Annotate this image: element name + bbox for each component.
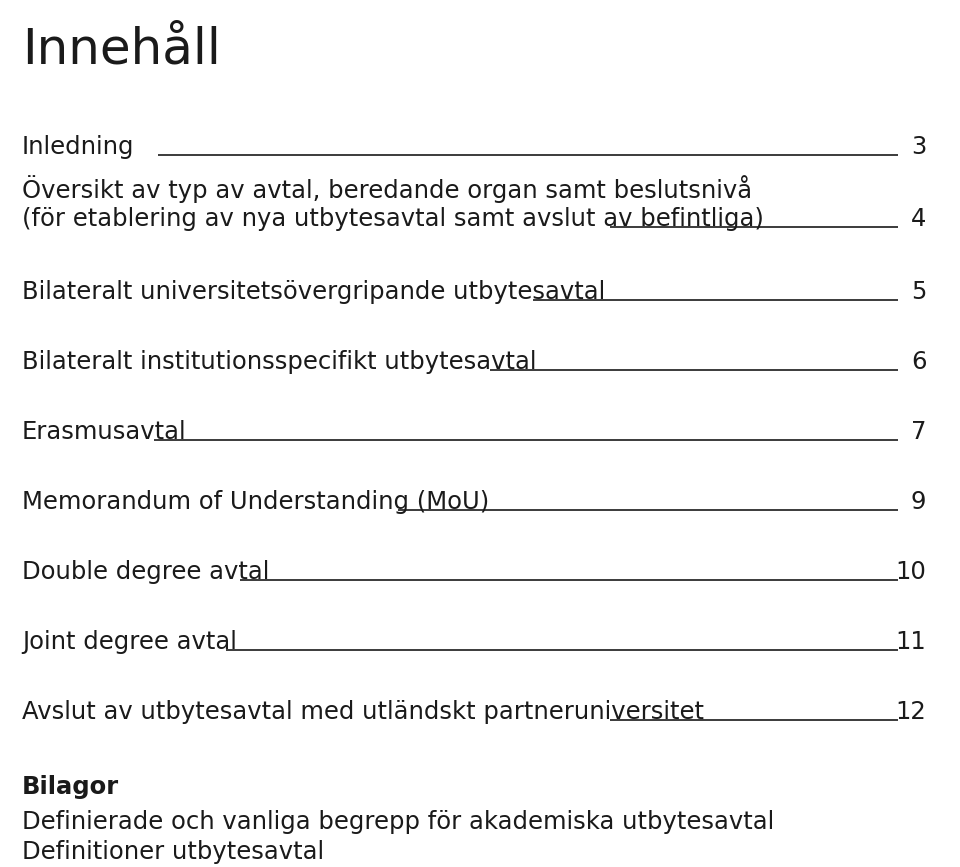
Text: Erasmusavtal: Erasmusavtal [22, 420, 186, 444]
Text: Avslut av utbytesavtal med utländskt partneruniversitet: Avslut av utbytesavtal med utländskt par… [22, 700, 704, 724]
Text: Bilateralt institutionsspecifikt utbytesavtal: Bilateralt institutionsspecifikt utbytes… [22, 350, 537, 374]
Text: 9: 9 [911, 490, 926, 514]
Text: Joint degree avtal: Joint degree avtal [22, 630, 237, 654]
Text: Definitioner utbytesavtal: Definitioner utbytesavtal [22, 840, 324, 864]
Text: Bilagor: Bilagor [22, 775, 119, 799]
Text: Memorandum of Understanding (MoU): Memorandum of Understanding (MoU) [22, 490, 490, 514]
Text: Double degree avtal: Double degree avtal [22, 560, 270, 584]
Text: 4: 4 [911, 207, 926, 231]
Text: 5: 5 [911, 280, 926, 304]
Text: Inledning: Inledning [22, 135, 134, 159]
Text: Bilateralt universitetsövergripande utbytesavtal: Bilateralt universitetsövergripande utby… [22, 280, 605, 304]
Text: 3: 3 [911, 135, 926, 159]
Text: 6: 6 [911, 350, 926, 374]
Text: 7: 7 [911, 420, 926, 444]
Text: Översikt av typ av avtal, beredande organ samt beslutsnivå: Översikt av typ av avtal, beredande orga… [22, 175, 752, 203]
Text: 11: 11 [896, 630, 926, 654]
Text: Definierade och vanliga begrepp för akademiska utbytesavtal: Definierade och vanliga begrepp för akad… [22, 810, 775, 834]
Text: (för etablering av nya utbytesavtal samt avslut av befintliga): (för etablering av nya utbytesavtal samt… [22, 207, 764, 231]
Text: Innehåll: Innehåll [22, 25, 221, 73]
Text: 10: 10 [896, 560, 926, 584]
Text: 12: 12 [896, 700, 926, 724]
